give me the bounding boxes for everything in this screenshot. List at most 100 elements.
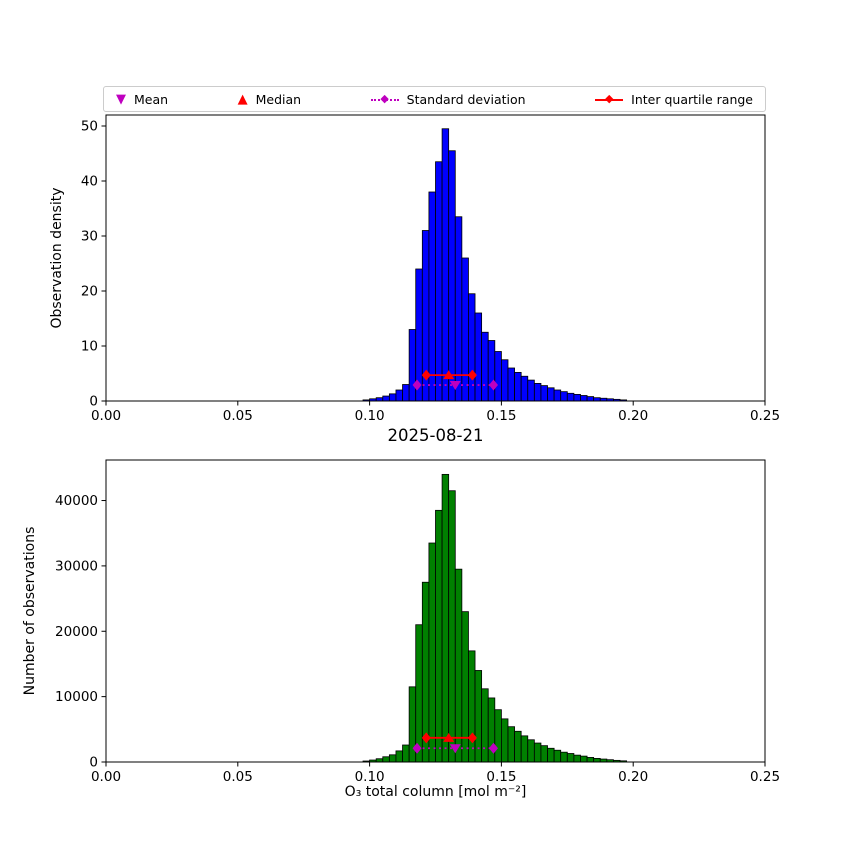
x-axis-label: O₃ total column [mol m⁻²] — [344, 784, 527, 800]
std-deviation-low-diamond — [412, 742, 422, 754]
y-tick-label: 30 — [81, 229, 98, 245]
histogram-bar — [454, 568, 463, 763]
histogram-bar — [494, 351, 502, 402]
y-tick-label: 40000 — [55, 493, 98, 509]
histogram-bar — [494, 709, 502, 763]
bottom-y-axis-label: Number of observations — [22, 526, 38, 696]
x-tick-label: 0.00 — [91, 408, 121, 424]
histogram-bar — [520, 375, 529, 402]
x-tick-label: 0.05 — [223, 408, 253, 424]
histogram-bar — [553, 389, 562, 402]
histogram-bar — [553, 749, 562, 763]
histogram-bar — [560, 751, 568, 763]
histogram-bar — [540, 745, 548, 763]
observation-count-histogram-bars — [362, 473, 628, 763]
histogram-bar — [408, 329, 417, 402]
std-deviation-high-diamond — [488, 379, 498, 391]
histogram-bar — [573, 754, 581, 763]
observation-count-histogram: 0.00 0.05 0.10 0.15 0.20 0.25 0 10000 20000 30000… — [55, 459, 780, 785]
std-deviation-high-diamond — [488, 742, 498, 754]
histogram-bar — [507, 367, 515, 402]
histogram-bar — [441, 128, 450, 402]
legend-item-iqr: ◆ Inter quartile range — [595, 91, 753, 107]
std-deviation-errorbar-icon: ◆ — [370, 91, 399, 107]
x-tick-label: 0.20 — [618, 408, 648, 424]
histogram-bar — [527, 379, 535, 402]
histogram-bar — [428, 542, 436, 763]
axes-box — [105, 114, 766, 402]
histogram-bar — [461, 611, 469, 763]
iqr-q1-diamond — [421, 732, 431, 744]
histogram-bar — [435, 161, 443, 402]
y-tick-label: 30000 — [55, 558, 98, 574]
x-tick-label: 0.25 — [750, 408, 780, 424]
histogram-bar — [448, 150, 456, 402]
histogram-bar — [586, 757, 595, 763]
histogram-bar — [428, 191, 436, 402]
histogram-bar — [540, 385, 548, 402]
histogram-bar — [415, 624, 423, 763]
y-tick-label: 40 — [81, 174, 98, 190]
histogram-bar — [382, 756, 390, 763]
x-tick-label: 0.15 — [486, 769, 516, 785]
histogram-bar — [500, 718, 509, 763]
iqr-q3-diamond — [467, 369, 477, 381]
median-marker — [443, 370, 455, 380]
legend-item-mean: ▼ Mean — [116, 92, 168, 107]
histogram-bar — [580, 395, 588, 402]
legend-label-mean: Mean — [134, 91, 169, 107]
mean-triangle-down-icon: ▼ — [116, 91, 126, 107]
iqr-errorbar-icon: ◆ — [595, 91, 624, 107]
histogram-bar — [533, 382, 542, 402]
iqr-q1-diamond — [421, 369, 431, 381]
std-diamond: ◆ — [380, 92, 389, 105]
histogram-bar — [527, 739, 535, 763]
y-tick-label: 20000 — [55, 624, 98, 640]
y-tick-label: 10000 — [55, 689, 98, 705]
legend-label-median: Median — [255, 91, 302, 107]
histogram-bar — [388, 754, 397, 763]
histogram-bar — [388, 393, 397, 402]
axes-box — [105, 459, 766, 763]
histogram-bar — [514, 730, 522, 763]
histogram-bar — [487, 340, 496, 402]
plot-title: 2025-08-21 — [387, 426, 484, 445]
iqr-line — [595, 99, 624, 101]
histogram-bar — [560, 391, 568, 402]
histogram-bar — [514, 371, 522, 402]
y-tick-label: 0 — [89, 394, 98, 410]
histogram-bar — [441, 473, 450, 763]
histogram-bar — [566, 753, 575, 763]
histogram-bar — [520, 735, 529, 763]
histogram-bar — [593, 758, 601, 763]
histogram-bar — [395, 750, 403, 763]
x-tick-label: 0.00 — [91, 769, 121, 785]
legend-item-median: ▲ Median — [238, 92, 301, 107]
x-tick-label: 0.25 — [750, 769, 780, 785]
histogram-bar — [474, 312, 483, 402]
histogram-bar — [402, 384, 410, 402]
y-tick-label: 50 — [81, 119, 98, 135]
x-tick-label: 0.15 — [486, 408, 516, 424]
histogram-bar — [547, 747, 555, 763]
legend-label-std: Standard deviation — [406, 91, 526, 107]
y-tick-label: 0 — [89, 755, 98, 771]
legend-label-iqr: Inter quartile range — [631, 91, 753, 107]
median-triangle-up-icon: ▲ — [237, 91, 248, 107]
histogram-bar — [382, 395, 390, 402]
histogram-bar — [402, 744, 410, 763]
x-tick-label: 0.05 — [223, 769, 253, 785]
histogram-bar — [395, 389, 403, 402]
x-tick-label: 0.20 — [618, 769, 648, 785]
histogram-bar — [547, 387, 555, 402]
histogram-bar — [435, 509, 443, 763]
legend-item-std: ◆ Standard deviation — [370, 91, 526, 107]
histogram-bar — [533, 742, 542, 763]
std-deviation-low-diamond — [412, 379, 422, 391]
histogram-bar — [481, 688, 489, 763]
histogram-bar — [580, 755, 588, 763]
histogram-bar — [461, 257, 469, 402]
histogram-bar — [500, 359, 509, 402]
x-tick-label: 0.10 — [355, 408, 385, 424]
mean-marker — [449, 381, 461, 391]
